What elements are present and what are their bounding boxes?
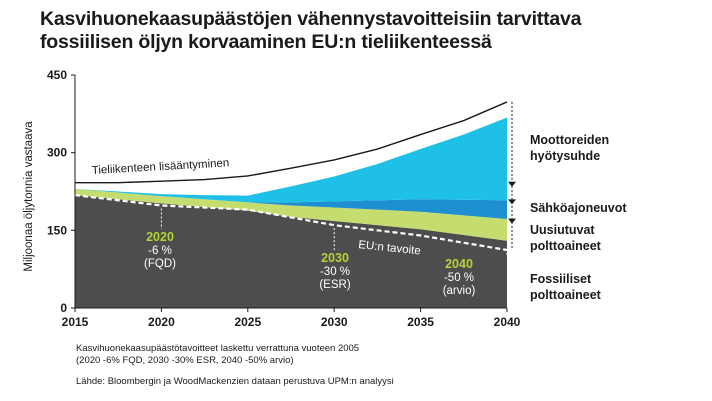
bracket-arrow [508, 199, 516, 205]
y-tick-label: 0 [60, 301, 67, 315]
legend-label: Uusiutuvat polttoaineet [530, 223, 602, 253]
annotation-reference: (FQD) [144, 258, 176, 270]
bracket-arrow [508, 181, 516, 187]
legend-label-line: hyötysuhde [530, 149, 600, 163]
area-moottoreiden-hy-tysuhde [75, 117, 507, 203]
annotation-year: 2040 [445, 257, 473, 271]
eu-target-line [74, 194, 508, 252]
footnote-targets: Kasvihuonekaasupäästötavoitteet laskettu… [76, 343, 360, 354]
y-tick-label: 150 [47, 223, 67, 237]
annotation-reference: (ESR) [319, 279, 350, 291]
chart-title: Kasvihuonekaasupäästöjen vähennystavoitt… [40, 8, 600, 54]
area-uusiutuvat-polttoaineet [75, 188, 507, 241]
y-tick-label: 300 [47, 146, 67, 160]
total-line-label: Tieliikenteen lisääntyminen [91, 157, 229, 177]
legend-label-line: polttoaineet [530, 288, 602, 302]
legend-label: Moottoreiden hyötysuhde [530, 133, 609, 163]
area-fossiiliset-polttoaineet [75, 195, 507, 308]
annotation-year: 2020 [146, 230, 174, 244]
legend-label-line: Moottoreiden [530, 133, 609, 147]
annotation-reference: (arvio) [443, 285, 476, 297]
legend-label: Fossiiliset polttoaineet [530, 272, 602, 302]
footnote-targets-detail: (2020 -6% FQD, 2030 -30% ESR, 2040 -50% … [76, 355, 294, 366]
chart-title-line1: Kasvihuonekaasupäästöjen vähennystavoitt… [40, 8, 582, 30]
x-tick-label: 2025 [234, 315, 261, 329]
area-s-hk-ajoneuvot [75, 188, 507, 219]
y-axis-label: Miljoonaa öljytonnia vastaava [23, 121, 35, 272]
y-tick-label: 450 [47, 68, 67, 82]
x-tick-label: 2030 [321, 315, 348, 329]
bracket-arrow [508, 218, 516, 224]
total-demand-line [75, 101, 508, 184]
legend-label-line: Uusiutuvat [530, 223, 595, 237]
chart-title-line2: fossiilisen öljyn korvaaminen EU:n tieli… [40, 31, 492, 53]
legend-label-line: polttoaineet [530, 239, 602, 253]
x-tick-label: 2040 [494, 315, 521, 329]
annotation-percent: -30 % [320, 266, 350, 278]
x-tick-label: 2020 [148, 315, 175, 329]
legend-label: Sähköajoneuvot [530, 201, 627, 215]
source-note: Lähde: Bloombergin ja WoodMackenzien dat… [76, 376, 394, 387]
x-tick-label: 2015 [62, 315, 89, 329]
legend-label-line: Fossiiliset [530, 272, 592, 286]
annotation-percent: -6 % [148, 245, 172, 257]
x-tick-label: 2035 [407, 315, 434, 329]
annotation-percent: -50 % [444, 272, 474, 284]
annotation-year: 2030 [321, 251, 349, 265]
